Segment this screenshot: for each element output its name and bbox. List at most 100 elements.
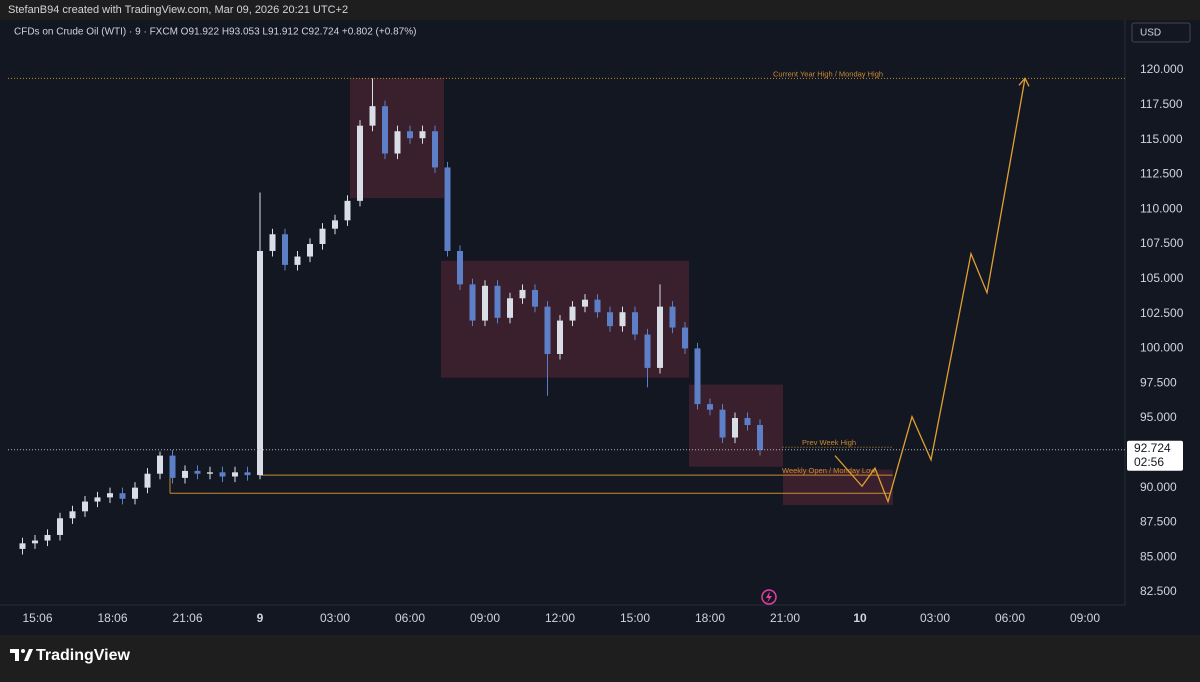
candle-body bbox=[757, 424, 763, 451]
candle-body bbox=[94, 497, 101, 502]
candle-body bbox=[519, 289, 526, 299]
candle-body bbox=[44, 534, 51, 541]
x-tick-label: 10 bbox=[853, 611, 867, 625]
y-tick-label: 102.500 bbox=[1140, 306, 1184, 320]
candle-body bbox=[207, 472, 213, 474]
candle-body bbox=[657, 306, 663, 368]
brand-logo bbox=[10, 649, 33, 661]
x-tick-label: 09:00 bbox=[470, 611, 500, 625]
candle-body bbox=[419, 131, 426, 139]
candle-body bbox=[282, 234, 288, 265]
candle-body bbox=[682, 327, 688, 349]
candle-body bbox=[382, 106, 388, 154]
y-tick-label: 110.000 bbox=[1140, 201, 1183, 215]
x-tick-label: 15:00 bbox=[620, 611, 650, 625]
candle-body bbox=[307, 244, 313, 257]
y-tick-label: 82.500 bbox=[1140, 584, 1177, 598]
candle-body bbox=[319, 228, 326, 245]
level-label: Weekly Open / Monday Low bbox=[782, 466, 876, 475]
candle-body bbox=[507, 298, 513, 318]
candle-body bbox=[394, 131, 401, 154]
plot-area bbox=[0, 20, 1200, 635]
candle-body bbox=[132, 487, 138, 499]
symbol-legend: CFDs on Crude Oil (WTI) · 9 · FXCM O91.9… bbox=[14, 27, 416, 38]
candle-body bbox=[369, 106, 376, 126]
candle-body bbox=[707, 404, 713, 410]
candle-body bbox=[257, 250, 263, 476]
candle-body bbox=[32, 540, 38, 544]
x-tick-label: 9 bbox=[257, 611, 264, 625]
y-tick-label: 97.500 bbox=[1140, 375, 1177, 389]
y-tick-label: 95.000 bbox=[1140, 410, 1177, 424]
candle-body bbox=[294, 256, 301, 265]
y-tick-label: 112.500 bbox=[1140, 167, 1183, 181]
candle-body bbox=[619, 312, 626, 327]
candle-body bbox=[557, 320, 563, 354]
candle-body bbox=[194, 470, 201, 474]
candle-body bbox=[69, 511, 76, 519]
y-tick-label: 117.500 bbox=[1140, 97, 1183, 111]
y-tick-label: 120.000 bbox=[1140, 62, 1184, 76]
candle-body bbox=[694, 348, 701, 405]
candle-body bbox=[19, 543, 26, 549]
brand: TradingView bbox=[36, 647, 131, 664]
candle-body bbox=[457, 250, 463, 285]
projection-path bbox=[834, 78, 1026, 504]
candle-body bbox=[669, 306, 676, 328]
y-tick-label: 100.000 bbox=[1140, 341, 1184, 355]
x-tick-label: 21:06 bbox=[172, 611, 202, 625]
credit: StefanB94 created with TradingView.com, … bbox=[8, 4, 348, 16]
candle-body bbox=[482, 285, 488, 321]
y-tick-label: 87.500 bbox=[1140, 515, 1177, 529]
candle-body bbox=[469, 284, 476, 321]
candle-body bbox=[719, 409, 726, 438]
candle-body bbox=[357, 125, 363, 201]
candle-body bbox=[532, 289, 538, 307]
zone bbox=[441, 260, 689, 378]
level-label: Current Year High / Monday High bbox=[773, 69, 883, 78]
candle-body bbox=[594, 299, 601, 313]
currency: USD bbox=[1140, 28, 1161, 39]
candle-body bbox=[232, 472, 238, 477]
candle-body bbox=[157, 455, 163, 474]
x-tick-label: 21:00 bbox=[770, 611, 800, 625]
candle-body bbox=[432, 131, 438, 168]
x-tick-label: 06:00 bbox=[395, 611, 425, 625]
candle-body bbox=[569, 306, 576, 321]
candle-body bbox=[544, 306, 551, 354]
candle-body bbox=[607, 312, 613, 327]
candle-body bbox=[582, 299, 588, 307]
candle-body bbox=[107, 493, 113, 498]
candle-body bbox=[119, 493, 126, 499]
candle-body bbox=[244, 472, 251, 476]
lightning-icon[interactable] bbox=[761, 589, 777, 605]
candle-body bbox=[144, 473, 151, 488]
x-tick-label: 12:00 bbox=[545, 611, 575, 625]
projection-arrowhead bbox=[1018, 77, 1030, 87]
x-tick-label: 18:00 bbox=[695, 611, 725, 625]
candle-body bbox=[644, 334, 651, 368]
y-tick-label: 115.000 bbox=[1140, 132, 1183, 146]
candle-body bbox=[82, 501, 88, 512]
y-tick-label: 105.000 bbox=[1140, 271, 1184, 285]
candle-body bbox=[494, 285, 501, 318]
candle-body bbox=[269, 234, 276, 251]
candle-body bbox=[344, 200, 351, 221]
candle-body bbox=[57, 518, 63, 535]
last-price-box bbox=[1127, 440, 1183, 471]
x-tick-label: 18:06 bbox=[97, 611, 127, 625]
x-tick-label: 03:00 bbox=[920, 611, 950, 625]
countdown: 02:56 bbox=[1134, 455, 1164, 469]
candle-body bbox=[182, 470, 188, 478]
x-tick-label: 03:00 bbox=[320, 611, 350, 625]
plot-layer: 82.50085.00087.50090.00092.50095.00097.5… bbox=[8, 62, 1184, 625]
candle-body bbox=[407, 131, 413, 139]
x-tick-label: 06:00 bbox=[995, 611, 1025, 625]
x-tick-label: 09:00 bbox=[1070, 611, 1100, 625]
candle-body bbox=[219, 472, 226, 477]
currency-box[interactable] bbox=[1131, 22, 1191, 43]
candle-body bbox=[332, 220, 338, 229]
y-tick-label: 90.000 bbox=[1140, 480, 1177, 494]
candle-body bbox=[744, 418, 751, 425]
